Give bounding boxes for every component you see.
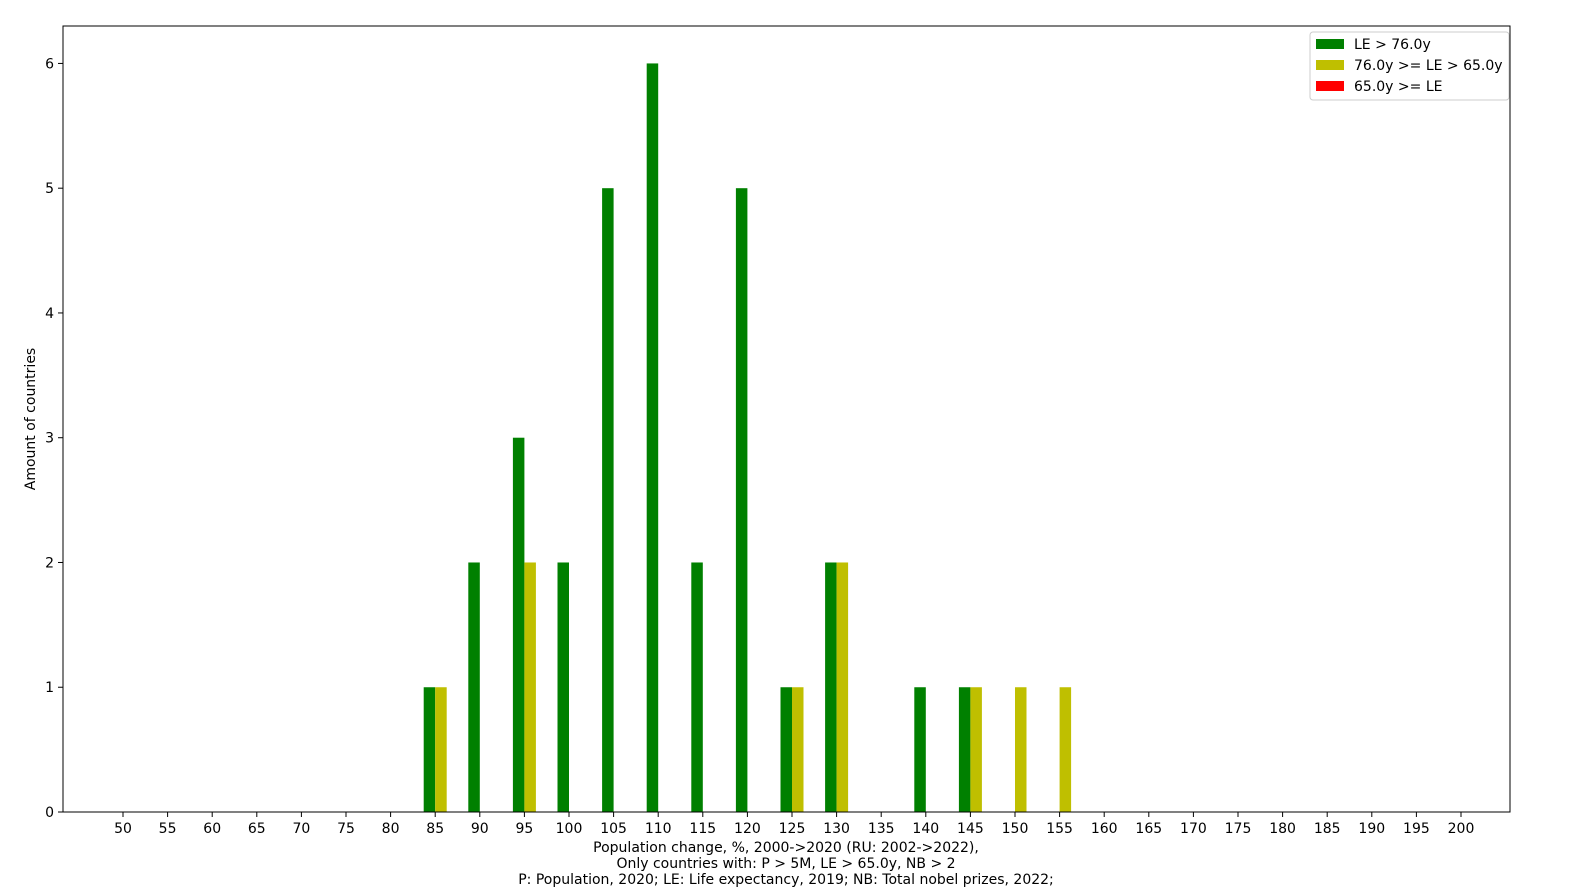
x-tick-label-100: 100: [556, 821, 583, 837]
x-tick-label-165: 165: [1135, 821, 1162, 837]
legend: LE > 76.0y 76.0y >= LE > 65.0y 65.0y >= LE: [1309, 31, 1510, 101]
x-axis: 50 55 60 65 70 75 80 85 90 95 100 105 110 115 120 125 13…: [114, 812, 1474, 837]
bar-76-0y-le-65-0y-155: [1059, 687, 1072, 812]
x-tick-label-140: 140: [912, 821, 939, 837]
y-axis: 0 1 2 3 4 5 6: [45, 56, 63, 821]
x-tick-label-195: 195: [1403, 821, 1430, 837]
y-tick-label-5: 5: [45, 181, 54, 197]
x-tick-label-170: 170: [1180, 821, 1207, 837]
y-tick-label-6: 6: [45, 56, 54, 72]
x-tick-label-200: 200: [1448, 821, 1475, 837]
bar-le-76-0y-105: [602, 188, 614, 812]
y-tick-label-1: 1: [45, 680, 54, 696]
bar-le-76-0y-125: [780, 687, 792, 812]
x-tick-label-145: 145: [957, 821, 984, 837]
x-tick-label-180: 180: [1269, 821, 1296, 837]
bar-le-76-0y-145: [958, 687, 971, 812]
bar-76-0y-le-65-0y-125: [792, 687, 804, 812]
legend-box: [1309, 31, 1510, 101]
x-tick-label-190: 190: [1358, 821, 1385, 837]
bar-le-76-0y-115: [691, 562, 703, 812]
bar-le-76-0y-130: [825, 562, 837, 812]
bar-76-0y-le-65-0y-145: [970, 687, 982, 812]
x-tick-label-110: 110: [645, 821, 672, 837]
y-tick-label-4: 4: [45, 306, 54, 322]
plot-frame: [62, 25, 1511, 813]
x-tick-label-75: 75: [337, 821, 355, 837]
x-axis-label-line-2: Only countries with: P > 5M, LE > 65.0y,…: [616, 856, 955, 872]
bars-layer: [423, 63, 1072, 813]
bar-76-0y-le-65-0y-85: [435, 687, 447, 812]
x-axis-label-line-3: P: Population, 2020; LE: Life expectancy…: [518, 872, 1054, 888]
x-tick-label-120: 120: [734, 821, 761, 837]
x-tick-label-95: 95: [515, 821, 533, 837]
x-tick-label-155: 155: [1046, 821, 1073, 837]
bar-le-76-0y-90: [468, 562, 480, 812]
x-tick-label-85: 85: [426, 821, 444, 837]
x-tick-label-185: 185: [1314, 821, 1341, 837]
y-tick-label-3: 3: [45, 431, 54, 447]
bar-le-76-0y-110: [646, 63, 659, 813]
x-tick-label-115: 115: [689, 821, 716, 837]
x-tick-label-175: 175: [1225, 821, 1252, 837]
x-tick-label-80: 80: [382, 821, 400, 837]
x-tick-label-135: 135: [868, 821, 895, 837]
x-tick-label-60: 60: [203, 821, 221, 837]
legend-label-76-0y-le-65-0y: 76.0y >= LE > 65.0y: [1354, 58, 1503, 74]
y-tick-label-0: 0: [45, 805, 54, 821]
x-tick-label-50: 50: [114, 821, 132, 837]
legend-swatch-76-0y-le-65-0y: [1316, 60, 1344, 70]
bar-le-76-0y-100: [557, 562, 569, 812]
x-tick-label-105: 105: [600, 821, 627, 837]
x-tick-label-65: 65: [248, 821, 266, 837]
x-tick-label-70: 70: [292, 821, 310, 837]
x-tick-label-130: 130: [823, 821, 850, 837]
legend-swatch-65-0y-le: [1316, 81, 1344, 91]
legend-swatch-le-76-0y: [1316, 39, 1344, 49]
x-tick-label-90: 90: [471, 821, 489, 837]
bar-76-0y-le-65-0y-130: [836, 562, 849, 812]
bar-le-76-0y-140: [914, 687, 926, 812]
x-tick-label-160: 160: [1091, 821, 1118, 837]
x-tick-label-125: 125: [779, 821, 806, 837]
bar-le-76-0y-95: [512, 437, 525, 812]
bar-76-0y-le-65-0y-95: [524, 562, 536, 812]
legend-label-65-0y-le: 65.0y >= LE: [1354, 79, 1442, 95]
bar-le-76-0y-85: [423, 687, 436, 812]
bar-le-76-0y-120: [735, 188, 748, 812]
y-tick-label-2: 2: [45, 555, 54, 571]
x-tick-label-55: 55: [159, 821, 177, 837]
bar-76-0y-le-65-0y-150: [1015, 687, 1027, 812]
legend-label-le-76-0y: LE > 76.0y: [1354, 37, 1431, 53]
x-tick-label-150: 150: [1002, 821, 1029, 837]
y-axis-label: Amount of countries: [23, 348, 39, 490]
x-axis-label-line-1: Population change, %, 2000->2020 (RU: 20…: [593, 840, 979, 856]
